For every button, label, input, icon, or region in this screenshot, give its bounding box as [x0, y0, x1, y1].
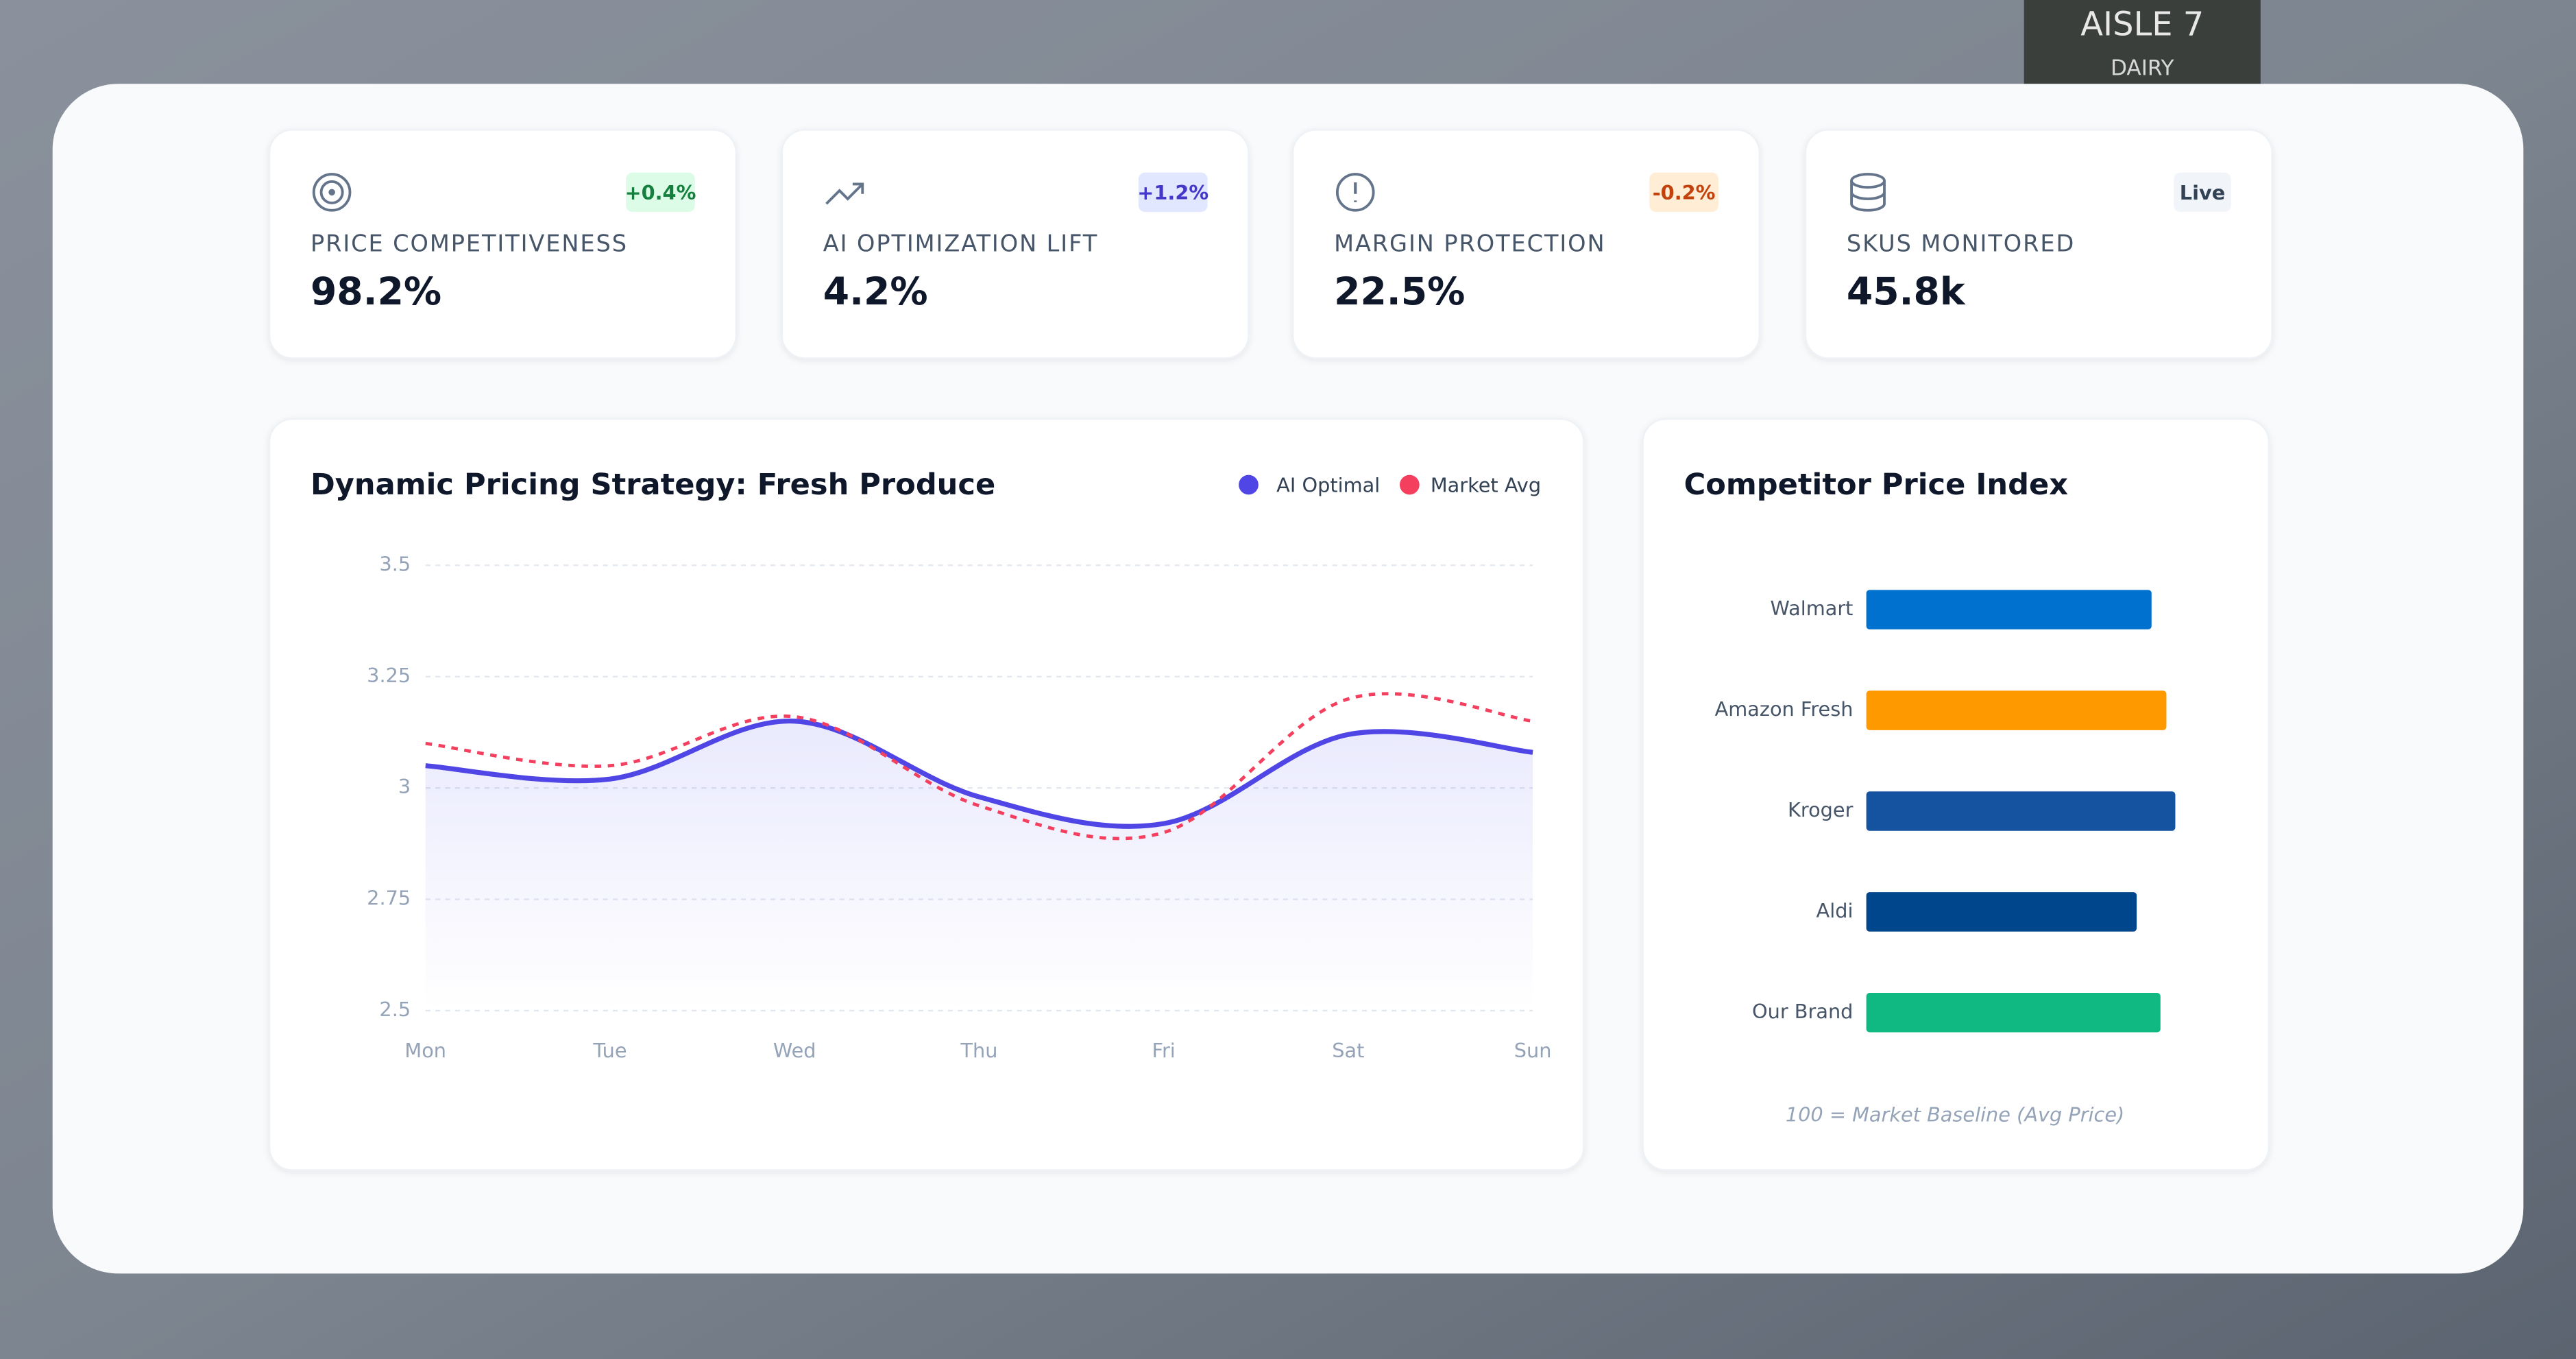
x-tick-label: Wed	[773, 1039, 816, 1062]
bar	[1866, 892, 2137, 932]
kpi-label: MARGIN PROTECTION	[1334, 230, 1605, 257]
y-tick-label: 3.25	[367, 664, 411, 687]
bar	[1866, 690, 2167, 730]
chart-title: Competitor Price Index	[1684, 468, 2069, 502]
x-tick-label: Fri	[1152, 1039, 1176, 1062]
icon	[1335, 173, 1375, 212]
line	[425, 692, 1533, 841]
chart-note: 100 = Market Baseline (Avg Price)	[1786, 1103, 2124, 1126]
kpi-value: 45.8k	[1847, 269, 1966, 313]
aisle-sign	[2024, 0, 2261, 86]
y-tick-label: Our Brand	[1752, 1000, 1853, 1023]
x-tick-label: Sun	[1514, 1039, 1552, 1062]
y-tick-label: Walmart	[1771, 597, 1854, 620]
kpi-badge: Live	[2180, 181, 2225, 204]
y-tick-label: 3.5	[379, 552, 411, 575]
kpi-value: 98.2%	[311, 269, 441, 313]
kpi-badge-bg	[1138, 172, 1208, 213]
y-tick-label: 2.5	[379, 998, 411, 1021]
x-tick-label: Thu	[960, 1039, 997, 1062]
kpi-badge-bg	[1649, 172, 1718, 213]
kpi-badge: -0.2%	[1653, 181, 1716, 204]
kpi-card	[1804, 129, 2273, 359]
icon	[312, 173, 352, 212]
kpi-card	[1291, 129, 1761, 359]
icon	[1850, 180, 1886, 212]
kpi-label: AI OPTIMIZATION LIFT	[823, 230, 1098, 257]
icon	[825, 182, 864, 205]
kpi-card	[781, 129, 1250, 359]
x-tick-label: Tue	[592, 1039, 627, 1062]
y-tick-label: Amazon Fresh	[1715, 697, 1854, 721]
aisle-title: AISLE 7	[2080, 5, 2204, 43]
bar	[1866, 791, 2176, 831]
kpi-value: 22.5%	[1334, 269, 1465, 313]
y-tick-label: Kroger	[1788, 798, 1854, 821]
bar	[1866, 993, 2161, 1033]
icon	[328, 189, 335, 196]
area	[425, 721, 1533, 1011]
kpi-badge-bg	[626, 172, 695, 213]
y-tick-label: 2.75	[367, 887, 411, 910]
kpi-badge-bg	[2174, 172, 2231, 213]
kpi-card	[268, 129, 737, 359]
icon	[319, 180, 344, 204]
legend-label: Market Avg	[1431, 473, 1541, 496]
y-tick-label: Aldi	[1816, 899, 1854, 922]
x-tick-label: Sat	[1332, 1039, 1364, 1062]
aisle-subtitle: DAIRY	[2111, 56, 2175, 81]
kpi-value: 4.2%	[823, 269, 928, 313]
bar	[1866, 590, 2152, 629]
line	[425, 719, 1533, 829]
chart-title: Dynamic Pricing Strategy: Fresh Produce	[311, 468, 995, 502]
y-tick-label: 3	[398, 775, 411, 798]
kpi-badge: +1.2%	[1137, 181, 1208, 204]
x-tick-label: Mon	[404, 1039, 446, 1062]
legend-label: AI Optimal	[1276, 473, 1380, 496]
kpi-label: SKUS MONITORED	[1847, 230, 2075, 257]
legend-swatch	[1239, 474, 1259, 495]
kpi-badge: +0.4%	[625, 181, 696, 204]
kpi-label: PRICE COMPETITIVENESS	[311, 230, 628, 257]
legend-swatch	[1399, 474, 1420, 495]
